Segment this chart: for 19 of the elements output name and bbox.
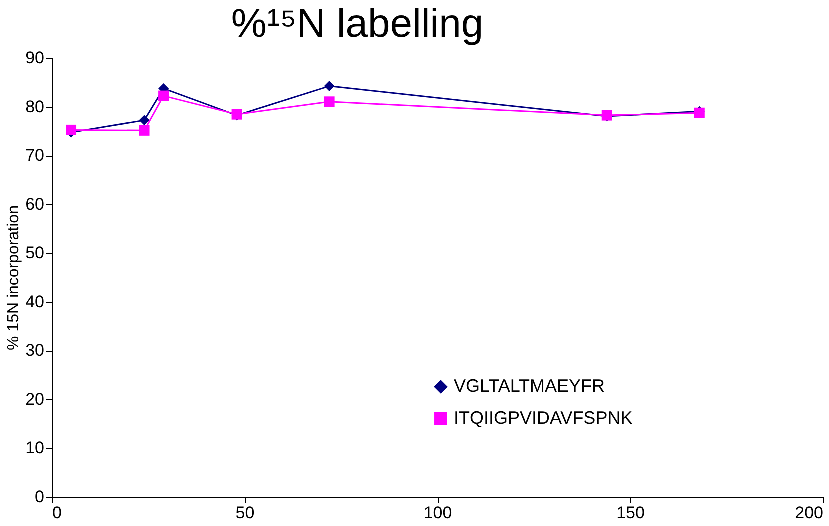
y-tick-label: 30 [26,341,44,360]
x-tick-label: 50 [236,504,255,522]
y-tick-label: 0 [35,488,44,506]
y-tick-label: 70 [26,146,44,166]
x-tick-label: 200 [795,504,824,522]
y-tick-label: 60 [26,194,44,214]
x-tick-label: 150 [616,504,645,522]
y-tick-label: 20 [26,390,44,409]
chart-title: %¹⁵N labelling [231,2,484,46]
y-tick-label: 50 [26,244,44,263]
y-axis-title: % 15N incorporation [6,206,23,350]
y-tick-label: 80 [26,97,44,116]
y-tick-label: 10 [26,438,44,458]
y-tick-label: 90 [26,48,44,68]
legend-label: ITQIIGPVIDAVFSPNK [454,408,633,428]
x-tick-label: 100 [424,504,452,522]
x-tick-label: 0 [52,504,62,522]
y-tick-label: 40 [26,292,44,312]
legend-label: VGLTALTMAEYFR [454,376,606,396]
